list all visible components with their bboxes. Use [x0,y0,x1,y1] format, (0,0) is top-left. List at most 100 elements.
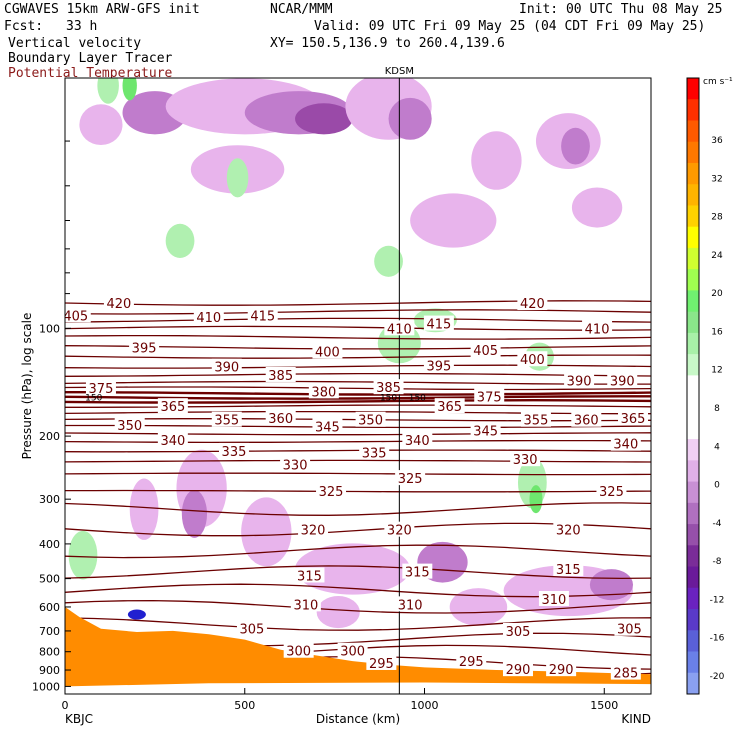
theta-label: 340 [405,434,430,449]
colorbar-label: -4 [713,519,722,529]
velocity-blob-0 [79,104,123,146]
theta-label: 315 [297,569,322,584]
colorbar-swatch [687,630,699,653]
theta-line-24 [65,502,651,516]
x-axis: 0 500 1000 1500 [62,688,618,712]
velocity-blob-12 [571,187,623,228]
theta-label-bg [65,307,91,323]
velocity-blob-21 [181,490,208,538]
colorbar-swatch [687,651,699,674]
colorbar-swatch [687,439,699,461]
plot-frame [64,77,652,695]
theta-label-bg [308,383,339,399]
theta-label-bg [502,622,533,638]
colorbar-swatch [687,247,699,270]
valid-time: Valid: 09 UTC Fri 09 May 25 (04 CDT Fri … [314,19,706,34]
theta-label: 315 [556,563,581,578]
velocity-blob-31 [68,530,98,580]
theta-label: 310 [542,593,567,608]
velocity-blob-15 [226,158,249,198]
theta-label-bg [85,380,116,396]
velocity-blob-27 [589,569,634,601]
colorbar-label: 32 [711,174,722,184]
velocity-blob-33 [316,596,360,629]
theta-line-26 [65,544,651,559]
field-boundary-layer-tracer: Boundary Layer Tracer [8,51,173,66]
theta-label-bg [423,357,454,373]
theta-label: 295 [459,655,484,670]
x-tick-label: 1500 [590,699,618,712]
theta-label-bg [618,409,649,425]
theta-label: 330 [513,453,538,468]
theta-label: 410 [585,322,610,337]
station-kind: KIND [621,712,651,726]
theta-label-bg [211,411,242,427]
tropopause-label: 150 [380,393,397,403]
y-tick-label: 100 [39,322,60,335]
theta-label-bg [502,661,533,677]
velocity-blob-11 [410,193,497,248]
theta-label: 325 [398,472,423,487]
theta-line-2 [65,317,651,323]
theta-label-bg [384,521,415,537]
theta-label-bg [520,411,551,427]
forecast-hours: 33 h [66,19,98,34]
theta-label-bg [316,483,347,499]
colorbar-label: 0 [714,481,720,491]
theta-label: 390 [214,361,239,376]
colorbar-swatch [687,162,699,185]
colorbar-label: 16 [711,327,723,337]
theta-line-8 [65,372,651,377]
theta-label-bg [129,339,160,355]
y-axis: 100 200 300 400 500 600 700 800 900 1000 [32,77,71,693]
colorbar-label: 24 [711,251,723,261]
theta-label: 315 [405,566,430,581]
theta-label-bg [553,560,584,576]
theta-line-5 [65,345,651,350]
theta-label: 405 [63,309,88,324]
colorbar-label: -12 [710,595,725,605]
theta-label: 375 [89,382,114,397]
theta-label-bg [157,398,188,414]
theta-label-bg [423,315,454,331]
velocity-blob-8 [471,131,522,190]
theta-label-bg [582,320,613,336]
colorbar-swatch [687,417,699,440]
velocity-blob-30 [529,485,543,514]
field-vertical-velocity: Vertical velocity [8,36,142,51]
theta-label-bg [103,295,134,311]
colorbar-swatch [687,566,699,589]
theta-line-22 [65,472,651,476]
x-tick-label: 1000 [411,699,439,712]
colorbar-swatch [687,78,699,100]
theta-line-10 [65,386,651,391]
theta-label: 320 [301,524,326,539]
theta-label-bg [283,642,314,658]
theta-label-bg [395,596,426,612]
theta-label-bg [373,379,404,395]
velocity-blob-23 [241,497,292,567]
theta-label: 410 [387,322,412,337]
colorbar-swatch [687,120,699,143]
colorbar-swatch [687,396,699,419]
colorbar-swatch [687,460,699,483]
theta-label: 290 [549,663,574,678]
forecast-label: Fcst: [4,19,44,34]
theta-label: 375 [477,390,502,405]
theta-label: 340 [613,438,638,453]
tracer-blob [127,609,146,620]
velocity-blob-14 [122,78,137,101]
colorbar-swatch [687,332,699,355]
theta-label: 410 [196,311,221,326]
theta-label: 300 [286,645,311,660]
model-title: CGWAVES 15km ARW-GFS init [4,2,200,17]
velocity-blob-10 [561,127,590,165]
colorbar-label: -8 [713,557,722,567]
theta-label-bg [553,521,584,537]
theta-line-13 [65,398,651,404]
tropopause-label: 150 [409,393,426,403]
theta-label-bg [395,470,426,486]
velocity-blob-17 [374,245,403,277]
theta-label: 385 [268,369,293,384]
